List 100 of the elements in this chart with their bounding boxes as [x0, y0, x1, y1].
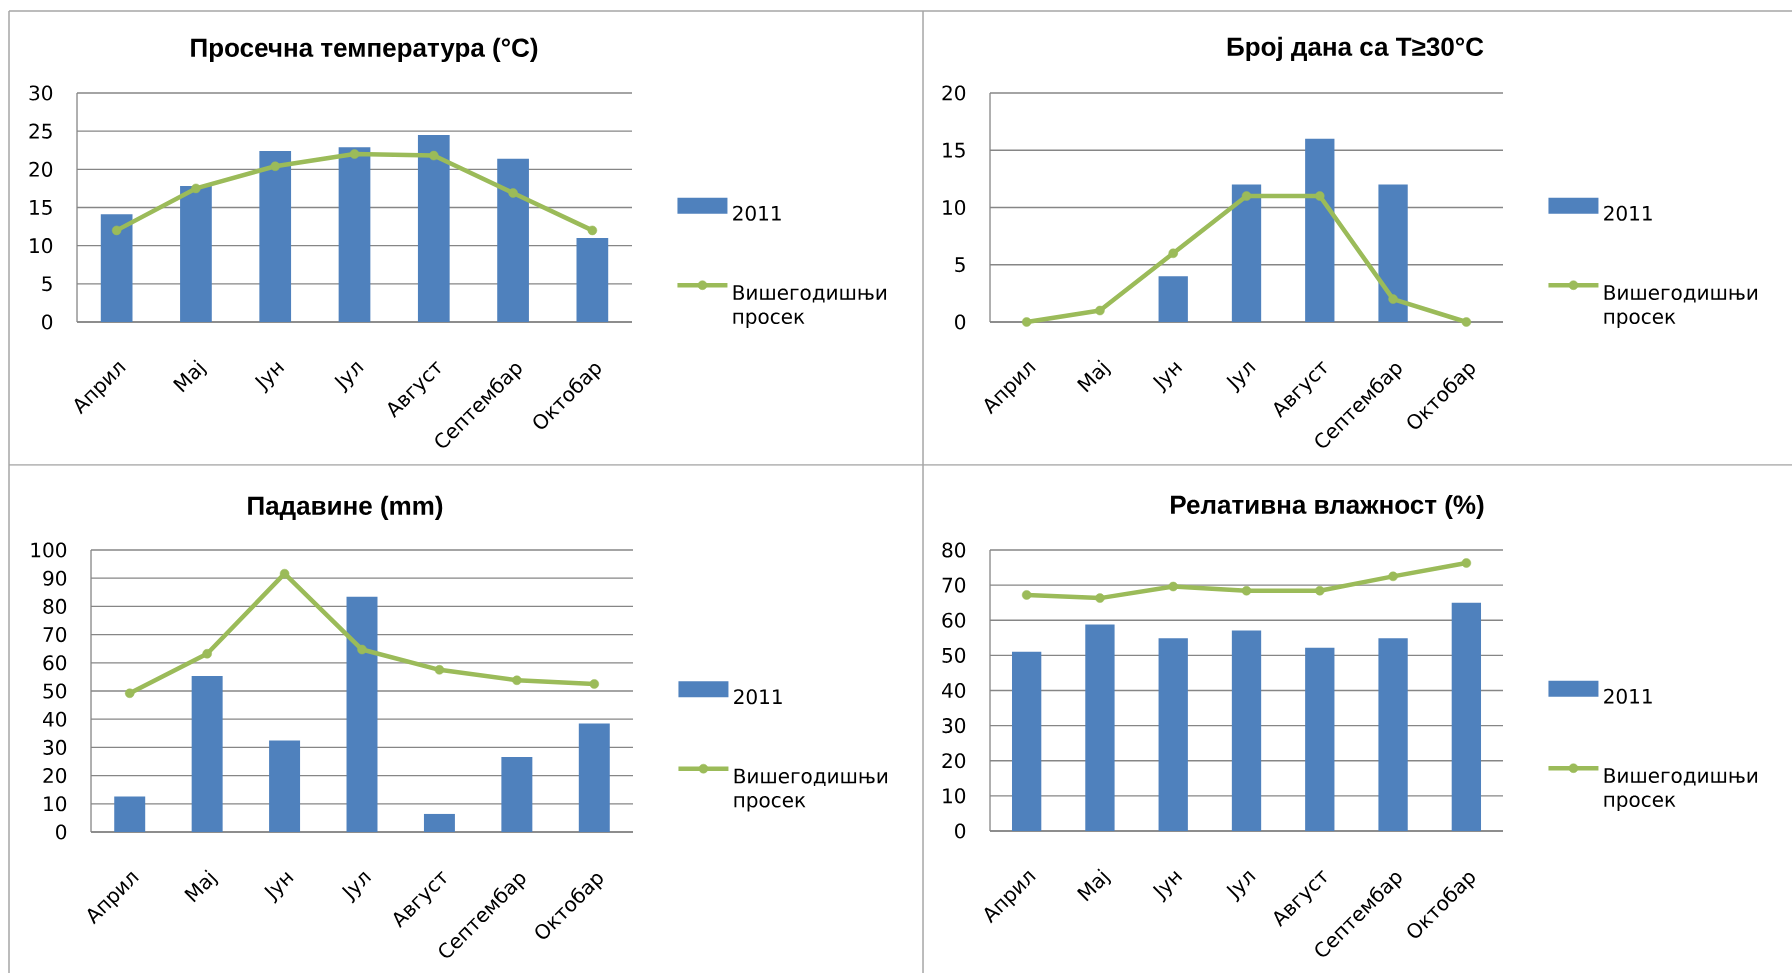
- bar: [1158, 276, 1188, 322]
- legend-label: 2011: [733, 205, 781, 221]
- y-tick-label: 10: [30, 238, 53, 254]
- legend-label: Вишегодишњи просек: [733, 285, 887, 328]
- point: [587, 225, 598, 236]
- point: [1241, 585, 1252, 596]
- bar: [1085, 624, 1115, 831]
- y-tick-label: 20: [942, 85, 966, 101]
- bar: [269, 740, 301, 832]
- bar: [1305, 647, 1335, 831]
- point: [589, 679, 600, 689]
- y-tick-label: 40: [43, 711, 67, 727]
- point: [1095, 593, 1105, 603]
- point: [508, 188, 518, 198]
- y-tick-label: 30: [942, 718, 966, 734]
- y-tick-label: 15: [30, 200, 52, 215]
- y-tick-label: 60: [942, 612, 966, 628]
- y-tick-label: 100: [31, 542, 67, 558]
- x-tick-label: Мај: [1076, 868, 1112, 902]
- y-tick-label: 30: [29, 85, 53, 101]
- point: [1241, 191, 1252, 201]
- legend-label: 2011: [1604, 205, 1652, 221]
- y-tick-label: 80: [43, 598, 67, 614]
- x-tick-label: Јул: [341, 871, 372, 904]
- x-tick-label: Јул: [334, 361, 364, 394]
- bar: [346, 596, 378, 832]
- chart-title: Релативна влажност (%): [1171, 494, 1484, 520]
- point: [357, 644, 367, 655]
- bar: [100, 214, 133, 322]
- bar: [1378, 638, 1408, 831]
- y-tick-label: 10: [943, 788, 966, 804]
- chart-title: Број дана са T≥30°C: [1227, 36, 1484, 62]
- y-tick-label: 10: [943, 199, 966, 216]
- point: [349, 149, 360, 159]
- y-tick-label: 5: [955, 257, 965, 273]
- point: [512, 675, 522, 686]
- point: [270, 161, 280, 172]
- bar: [338, 147, 371, 322]
- legend-label: 2011: [1604, 688, 1652, 704]
- point: [124, 688, 135, 698]
- x-tick-label: Мај: [1076, 359, 1112, 393]
- x-tick-label: Мај: [172, 359, 208, 393]
- legend-label: Вишегодишњи просек: [734, 768, 888, 812]
- x-tick-label: Мај: [184, 869, 219, 903]
- point: [1461, 317, 1472, 327]
- bar: [180, 186, 212, 322]
- point: [1095, 305, 1105, 316]
- point: [429, 150, 439, 161]
- x-tick-label: Јун: [1152, 870, 1183, 903]
- bar: [1012, 651, 1042, 831]
- y-tick-label: 50: [942, 647, 966, 663]
- x-tick-label: Јул: [1226, 870, 1256, 903]
- legend-label: 2011: [734, 689, 782, 705]
- point: [1315, 585, 1325, 596]
- point: [1168, 581, 1178, 592]
- point: [1388, 294, 1398, 304]
- bar: [1158, 638, 1188, 831]
- y-tick-label: 0: [42, 314, 53, 330]
- y-tick-label: 60: [43, 655, 67, 671]
- y-tick-label: 0: [955, 823, 966, 839]
- x-tick-label: Јун: [264, 871, 294, 904]
- point: [202, 649, 212, 659]
- point: [1168, 248, 1178, 259]
- point: [1461, 558, 1472, 568]
- point: [111, 225, 122, 236]
- y-tick-label: 0: [955, 314, 966, 330]
- bar: [501, 756, 533, 832]
- y-tick-label: 20: [29, 161, 53, 177]
- y-tick-label: 50: [43, 683, 67, 699]
- y-tick-label: 5: [42, 276, 52, 292]
- bar: [423, 813, 455, 832]
- bar: [191, 676, 223, 832]
- point: [1021, 590, 1032, 600]
- bar: [578, 723, 610, 832]
- bar: [114, 796, 146, 832]
- bar: [259, 151, 292, 322]
- bar: [1451, 602, 1482, 831]
- y-tick-label: 30: [43, 739, 67, 755]
- chart-title: Просечна температура (°C): [191, 37, 538, 63]
- bar: [1231, 630, 1262, 831]
- y-tick-label: 70: [942, 577, 966, 593]
- bar: [497, 158, 529, 322]
- y-tick-label: 15: [943, 142, 965, 158]
- x-tick-label: Јул: [1226, 361, 1256, 394]
- x-tick-label: Јун: [1152, 361, 1183, 394]
- point: [1388, 571, 1398, 582]
- y-tick-label: 20: [43, 768, 67, 784]
- point: [434, 665, 445, 675]
- y-tick-label: 10: [44, 796, 67, 812]
- y-tick-label: 20: [942, 753, 966, 769]
- chart-title: Падавине (mm): [248, 495, 443, 521]
- y-tick-label: 90: [43, 570, 67, 586]
- x-tick-label: Јун: [254, 361, 285, 394]
- y-tick-label: 80: [942, 542, 966, 558]
- legend-label: Вишегодишњи просек: [1604, 285, 1758, 328]
- bar: [1305, 138, 1335, 322]
- bar: [1378, 184, 1408, 322]
- point: [191, 183, 201, 194]
- point: [1021, 317, 1032, 327]
- bar: [1231, 184, 1262, 322]
